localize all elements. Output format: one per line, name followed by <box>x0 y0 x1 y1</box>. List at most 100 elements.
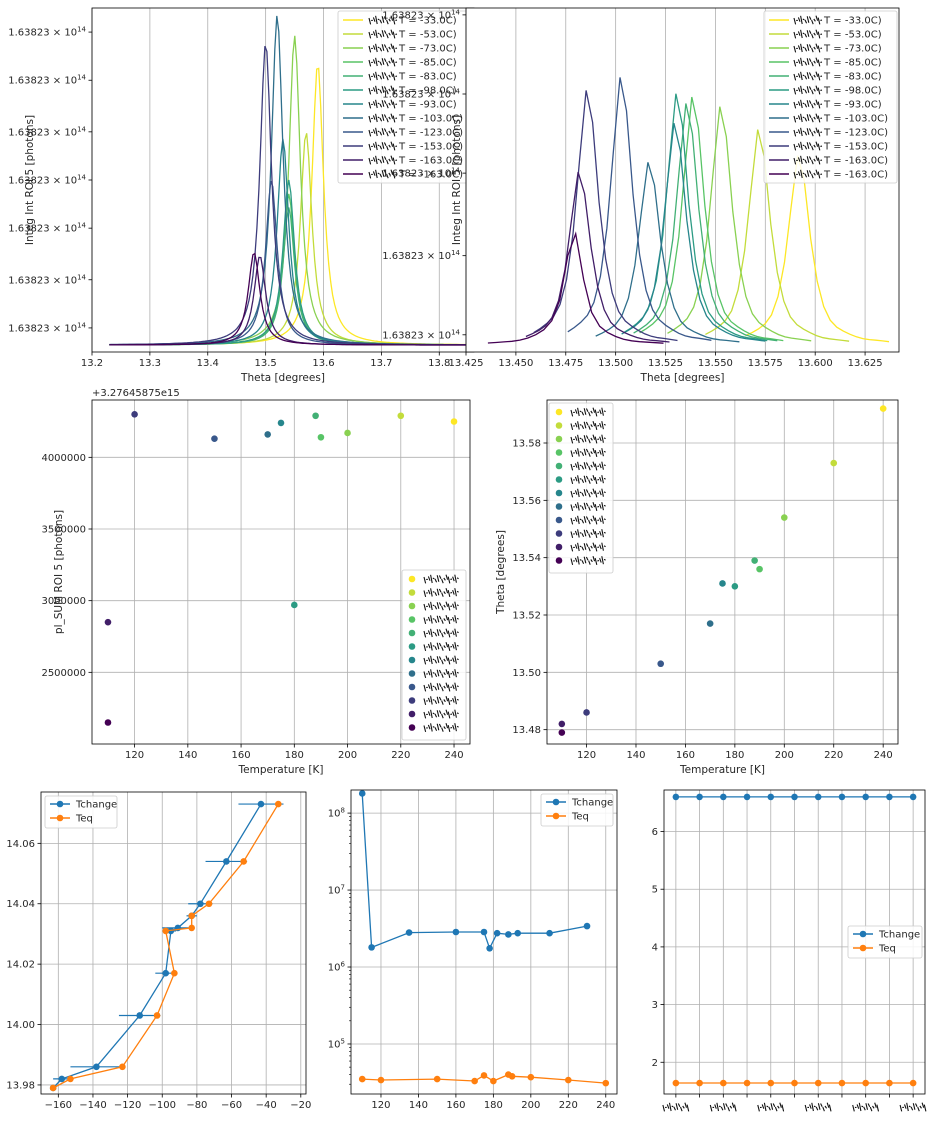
y-tick-label: 14.02 <box>6 960 35 971</box>
data-point <box>486 945 493 952</box>
x-tick-label: 200 <box>521 1100 540 1111</box>
legend-redaction <box>793 43 823 53</box>
legend: T = -33.0C) T = -53.0C) T = -73.0C) T = -85… <box>763 10 898 184</box>
y-tick-label: 13.98 <box>6 1080 35 1091</box>
data-point <box>223 858 230 865</box>
legend-redaction <box>570 434 606 444</box>
y-tick-label: 1.63823 × 1014 <box>8 74 86 87</box>
x-tick-redaction <box>709 1102 737 1112</box>
data-point <box>452 928 460 936</box>
data-point <box>312 412 319 420</box>
data-point <box>814 1079 822 1087</box>
y-axis-label: Integ Int ROI 5 [photons] <box>451 115 463 245</box>
legend-marker <box>555 462 563 470</box>
legend-redaction <box>570 488 606 498</box>
legend-redaction <box>793 29 823 39</box>
y-tick-label: 105 <box>328 1037 345 1050</box>
legend-marker <box>555 422 563 429</box>
legend-marker <box>552 798 560 806</box>
legend-redaction <box>423 682 459 692</box>
y-tick-label: 4 <box>652 942 658 953</box>
legend-label: T = -73.0C) <box>823 44 882 55</box>
y-tick-label: 1.63823 × 1014 <box>382 8 460 21</box>
series-line <box>667 106 812 342</box>
data-point <box>546 929 553 937</box>
legend: Tchange Teq <box>847 925 923 959</box>
legend-marker <box>408 670 416 677</box>
data-point <box>104 719 112 726</box>
data-point <box>862 1079 869 1087</box>
axes-frame <box>350 789 618 1095</box>
data-point <box>879 405 887 412</box>
legend-redaction <box>793 99 823 109</box>
series-line <box>525 171 670 343</box>
x-tick-label: −140 <box>79 1100 106 1111</box>
legend-label: T = -53.0C) <box>398 30 457 41</box>
x-tick-label: 140 <box>409 1100 428 1111</box>
data-point <box>791 1079 798 1087</box>
legend-redaction <box>368 85 398 95</box>
data-point <box>344 429 351 437</box>
legend-redaction <box>368 71 398 81</box>
legend-marker <box>408 616 416 623</box>
x-tick-label: 240 <box>874 750 893 761</box>
legend-marker <box>859 930 867 938</box>
legend-label: Tchange <box>878 930 920 941</box>
legend-redaction <box>793 155 823 165</box>
data-point <box>672 793 680 801</box>
legend-marker <box>408 683 416 691</box>
data-point <box>257 800 265 808</box>
data-point <box>358 790 366 797</box>
data-point <box>731 583 739 590</box>
data-point <box>719 580 726 587</box>
data-point <box>493 929 501 937</box>
legend-label: Tchange <box>571 798 613 809</box>
y-tick-label: 2500000 <box>41 668 86 679</box>
x-tick-label: 120 <box>577 750 596 761</box>
data-point <box>909 1079 917 1087</box>
series-line <box>621 122 766 342</box>
legend-redaction <box>793 169 823 179</box>
panel-p1: 13.2 13.3 13.4 13.5 13.6 13.7 13.8 1.63823 × 10… <box>8 7 475 384</box>
legend-redaction <box>368 57 398 67</box>
legend-redaction <box>423 723 459 733</box>
legend-marker <box>408 656 416 664</box>
x-tick-label: 13.5 <box>255 358 277 369</box>
x-axis-label: Theta [degrees] <box>640 372 725 384</box>
data-point <box>368 944 375 951</box>
legend-marker <box>408 575 416 583</box>
axes-frame <box>546 399 899 745</box>
series-line <box>705 129 850 342</box>
legend-marker <box>859 944 867 952</box>
legend-redaction <box>423 655 459 665</box>
data-point <box>814 793 822 801</box>
y-tick-label: 4000000 <box>41 453 86 464</box>
legend-redaction <box>570 556 606 566</box>
data-point <box>49 1084 57 1092</box>
data-point <box>153 1012 161 1019</box>
legend-label: T = -85.0C) <box>398 58 457 69</box>
data-point <box>277 419 285 427</box>
legend-redaction <box>570 461 606 471</box>
y-tick-label: 3000000 <box>41 596 86 607</box>
legend-marker <box>408 629 416 637</box>
y-tick-label: 1.63823 × 1014 <box>8 222 86 235</box>
data-point <box>838 793 846 801</box>
legend-redaction <box>423 628 459 638</box>
axes-frame <box>663 789 926 1095</box>
offset-text: +3.27645875e15 <box>92 388 180 399</box>
legend-marker <box>408 602 416 610</box>
legend-label: T = -153.0C) <box>398 142 463 153</box>
x-tick-label: 220 <box>559 1100 578 1111</box>
legend-redaction <box>423 709 459 719</box>
legend-redaction <box>793 141 823 151</box>
plot-area <box>487 77 890 344</box>
data-point <box>93 1063 100 1071</box>
legend-redaction <box>368 113 398 123</box>
data-point <box>743 1079 751 1087</box>
y-tick-label: 6 <box>652 827 658 838</box>
data-point <box>838 1079 846 1087</box>
data-point <box>104 618 112 626</box>
legend: Tchange Teq <box>540 793 614 827</box>
